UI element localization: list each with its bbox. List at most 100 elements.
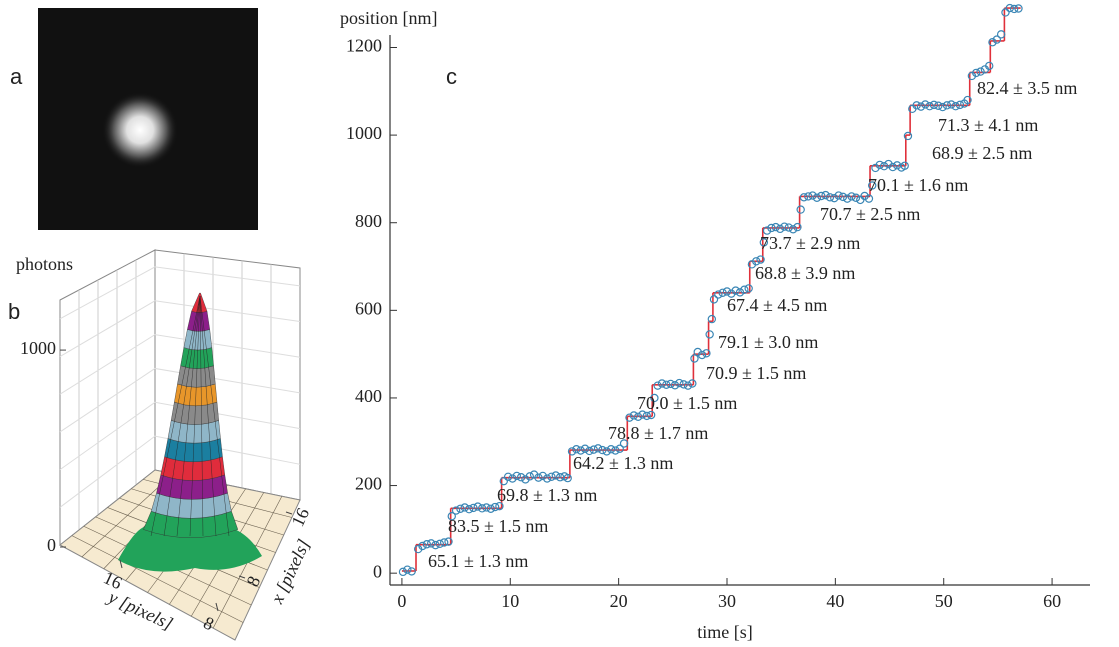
data-point [638,410,647,419]
data-point [633,412,643,421]
data-point [456,504,465,513]
data-point [615,444,624,453]
panel-label: b [8,299,20,324]
data-point [464,505,474,514]
data-point [666,379,675,389]
data-point [879,162,889,171]
wall-grid [59,401,301,471]
data-point [444,537,453,546]
data-point [563,473,572,483]
step-size-label: 71.3 ± 4.1 nm [938,115,1038,135]
step-size-label: 68.9 ± 2.5 nm [932,143,1032,163]
step-size-label: 64.2 ± 1.3 nm [573,453,673,473]
data-point [646,410,656,420]
data-point [499,476,508,486]
data-point [756,255,765,264]
data-point [525,472,534,481]
wall-grid [59,300,301,357]
data-point [825,193,835,202]
data-point [812,193,822,202]
data-point [447,512,456,521]
data-point [516,473,526,482]
data-point [838,192,848,202]
peak-mesh [163,295,201,537]
data-point [759,238,769,247]
data-point [718,288,727,298]
wall-grid [59,367,301,433]
data-point [996,30,1006,39]
wall-grid [59,266,301,320]
data-point [469,503,478,513]
x-tick-label: 30 [718,591,736,611]
data-point [642,411,652,421]
peak-mesh [199,295,204,537]
data-point [602,447,611,456]
data-point [572,444,581,454]
step-size-label: 69.8 ± 1.3 nm [497,485,597,505]
data-point [625,413,634,422]
wall-grid [59,435,301,508]
data-point [407,567,416,576]
data-point [821,190,830,200]
data-point [903,131,913,141]
step-size-label: 73.7 ± 2.9 nm [760,233,860,253]
data-point [793,222,802,232]
data-point [771,222,780,232]
data-point [731,286,740,295]
y-tick-label: 600 [355,298,382,318]
data-point [460,503,469,512]
x-tick [238,575,246,579]
data-point [589,445,598,454]
data-point [431,540,440,550]
peak-mesh [176,295,201,537]
data-point [435,539,445,549]
data-point [482,503,491,512]
data-point [598,445,607,455]
data-point [439,538,449,547]
data-point [988,38,997,47]
data-point [740,285,749,294]
data-point [688,379,697,388]
data-point [398,567,408,577]
data-point [426,539,436,548]
x-tick-label: 40 [826,591,844,611]
data-point [503,472,513,481]
data-point [451,506,461,515]
data-point [784,223,793,232]
data-point [834,191,843,200]
data-point [925,101,934,111]
data-point [619,439,629,448]
data-point [867,181,877,190]
data-point [992,35,1002,44]
z-tick-label: 0 [47,535,56,555]
data-point [762,226,772,235]
data-point [486,504,495,513]
panel-label: c [446,64,457,89]
data-point [714,290,723,299]
data-point [856,195,865,205]
wall-grid [59,334,301,395]
data-point [804,192,813,201]
data-point [675,378,684,388]
data-point [808,191,817,200]
data-point [912,101,921,110]
data-point [657,379,667,388]
data-point [951,101,960,111]
data-point [653,381,662,390]
data-point [1014,4,1023,13]
step-size-label: 79.1 ± 3.0 nm [718,332,818,352]
data-point [512,471,521,481]
z-tick-label: 1000 [20,338,56,358]
data-point [697,350,707,360]
data-point [495,501,504,511]
data-point [830,193,839,203]
y-tick-label: 1000 [346,123,382,143]
x-axis-label: time [s] [697,622,753,642]
data-point [875,160,884,170]
data-point [947,100,956,109]
data-point [1001,8,1010,17]
step-size-label: 68.8 ± 3.9 nm [755,263,855,283]
data-point [580,444,590,453]
data-point [422,540,432,549]
